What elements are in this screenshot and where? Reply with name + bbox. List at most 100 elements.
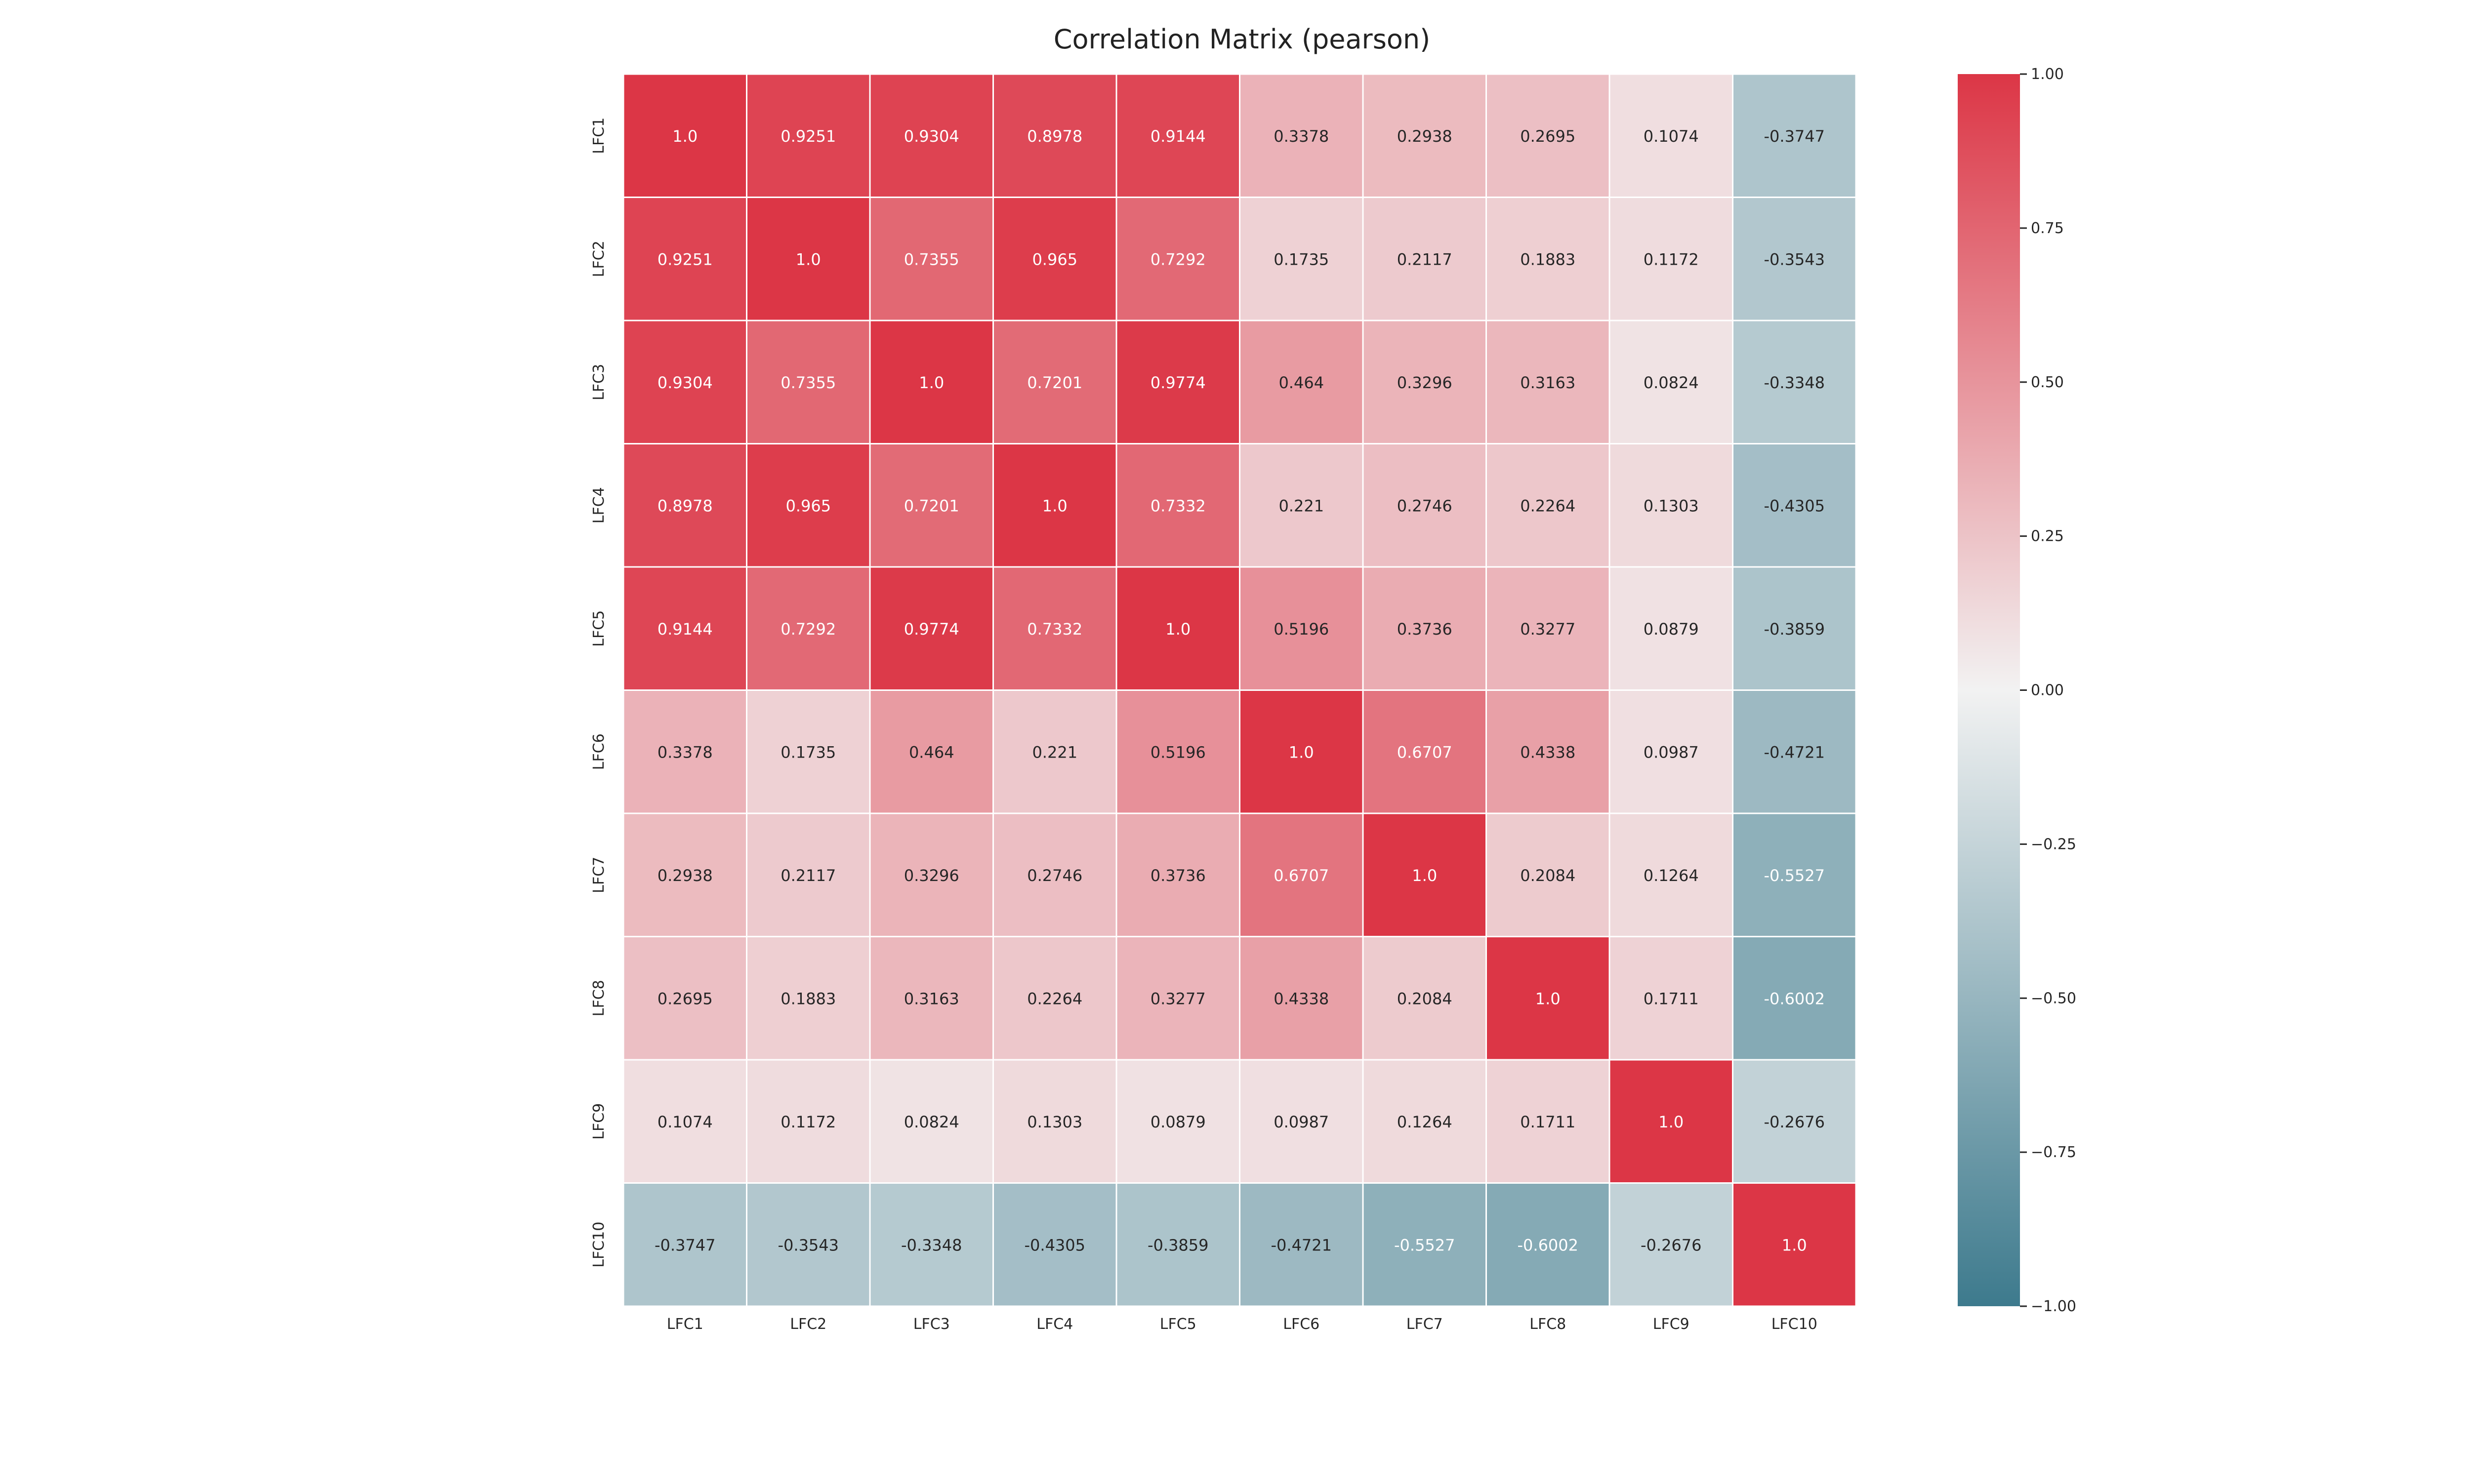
cell-value-label: 0.1735 — [1274, 250, 1329, 269]
heatmap-cell — [1608, 936, 1733, 1061]
cell-value-label: 0.7292 — [1151, 250, 1206, 269]
chart-title: Correlation Matrix (pearson) — [1054, 24, 1430, 55]
cell-value-label: 0.9144 — [658, 620, 713, 639]
heatmap-cell — [869, 1182, 994, 1307]
y-axis-tick-labels: LFC1 LFC2 LFC3 LFC4 LFC5 LFC6 LFC7 LFC8 LFC9 LFC1… — [590, 118, 608, 1268]
y-tick-label: LFC8 — [590, 980, 608, 1016]
cell-value-label: 0.2117 — [781, 866, 836, 885]
heatmap-cell — [1608, 443, 1733, 568]
cell-value-label: -0.3348 — [901, 1236, 962, 1254]
heatmap-cell — [622, 1182, 747, 1307]
heatmap-cell — [1362, 936, 1487, 1061]
cell-value-label: 0.9251 — [781, 127, 836, 146]
heatmap-cell — [1239, 936, 1364, 1061]
heatmap-cell — [1115, 566, 1240, 691]
heatmap-cell — [746, 1059, 871, 1184]
x-tick-label: LFC4 — [1036, 1316, 1073, 1333]
cell-value-label: 1.0 — [1658, 1113, 1684, 1131]
colorbar-gradient — [1958, 74, 2020, 1306]
cell-value-label: -0.3859 — [1148, 1236, 1209, 1254]
cell-value-label: -0.3543 — [1764, 250, 1825, 269]
heatmap-cell — [1362, 566, 1487, 691]
cell-value-label: 0.1264 — [1397, 1113, 1452, 1131]
heatmap-cell — [1239, 689, 1364, 814]
heatmap-cell — [992, 689, 1117, 814]
heatmap-cell — [746, 73, 871, 198]
cell-value-label: -0.6002 — [1517, 1236, 1578, 1254]
colorbar-tick-label: −0.50 — [2031, 990, 2076, 1007]
heatmap-cell — [1732, 197, 1857, 321]
heatmap-cell — [1239, 197, 1364, 321]
cell-value-label: -0.3543 — [778, 1236, 839, 1254]
heatmap-cell — [869, 689, 994, 814]
x-tick-label: LFC1 — [667, 1316, 703, 1333]
heatmap-cell — [1485, 320, 1610, 444]
cell-value-label: 0.1735 — [781, 743, 836, 762]
heatmap-cell — [1485, 443, 1610, 568]
cell-value-label: 0.7201 — [1027, 373, 1082, 392]
cell-value-label: 1.0 — [1782, 1236, 1807, 1254]
heatmap-cell — [1362, 812, 1487, 937]
heatmap-cell — [622, 1059, 747, 1184]
colorbar-tick-label: 0.75 — [2031, 220, 2064, 237]
cell-value-label: 1.0 — [1412, 866, 1437, 885]
cell-value-label: 0.3277 — [1520, 620, 1575, 639]
heatmap-cell — [992, 1182, 1117, 1307]
cell-value-label: 0.2264 — [1027, 989, 1082, 1008]
heatmap-cell — [869, 197, 994, 321]
cell-value-label: 0.3378 — [1274, 127, 1329, 146]
cell-value-label: 1.0 — [1165, 620, 1191, 639]
heatmap-cell — [869, 1059, 994, 1184]
heatmap-cell — [1732, 566, 1857, 691]
cell-value-label: 0.3296 — [904, 866, 959, 885]
y-tick-label: LFC5 — [590, 610, 608, 647]
x-tick-label: LFC6 — [1283, 1316, 1319, 1333]
y-tick-label: LFC2 — [590, 241, 608, 277]
cell-value-label: 0.4338 — [1274, 989, 1329, 1008]
heatmap-cell — [992, 73, 1117, 198]
heatmap-cell — [1239, 443, 1364, 568]
cell-value-label: 0.7355 — [781, 373, 836, 392]
cell-value-label: 0.1711 — [1520, 1113, 1575, 1131]
x-axis-tick-labels: LFC1 LFC2 LFC3 LFC4 LFC5 LFC6 LFC7 LFC8 LFC9 LFC1… — [667, 1316, 1817, 1333]
cell-value-label: -0.5527 — [1394, 1236, 1455, 1254]
cell-value-label: 0.2117 — [1397, 250, 1452, 269]
cell-value-label: 0.965 — [785, 496, 831, 515]
cell-value-label: 0.0987 — [1644, 743, 1699, 762]
x-tick-label: LFC3 — [913, 1316, 950, 1333]
x-tick-label: LFC10 — [1771, 1316, 1817, 1333]
cell-value-label: 0.1883 — [781, 989, 836, 1008]
cell-value-label: 1.0 — [672, 127, 698, 146]
heatmap-cell — [992, 936, 1117, 1061]
cell-value-label: -0.4721 — [1764, 743, 1825, 762]
heatmap-cell — [1732, 936, 1857, 1061]
cell-value-label: -0.3859 — [1764, 620, 1825, 639]
cell-value-label: 0.1303 — [1027, 1113, 1082, 1131]
cell-value-label: 0.9774 — [1151, 373, 1206, 392]
cell-value-label: -0.4721 — [1271, 1236, 1332, 1254]
cell-value-label: 0.2084 — [1397, 989, 1452, 1008]
heatmap-cell — [1362, 1059, 1487, 1184]
heatmap-cell — [746, 197, 871, 321]
cell-value-label: 0.2746 — [1397, 496, 1452, 515]
cell-value-label: 0.2938 — [1397, 127, 1452, 146]
heatmap-cell — [992, 197, 1117, 321]
heatmap-cell — [1732, 443, 1857, 568]
cell-value-label: 0.5196 — [1274, 620, 1329, 639]
heatmap-cell — [1362, 1182, 1487, 1307]
heatmap-cell — [1239, 812, 1364, 937]
heatmap-cell — [992, 1059, 1117, 1184]
cell-value-label: 1.0 — [1042, 496, 1068, 515]
heatmap-cell — [1732, 1182, 1857, 1307]
heatmap-cell — [1485, 812, 1610, 937]
heatmap-cell — [1239, 1182, 1364, 1307]
cell-value-label: 0.1711 — [1644, 989, 1699, 1008]
heatmap-cell — [1485, 73, 1610, 198]
cell-value-label: 0.6707 — [1397, 743, 1452, 762]
cell-value-label: 0.1883 — [1520, 250, 1575, 269]
cell-value-label: 0.3163 — [1520, 373, 1575, 392]
x-tick-label: LFC8 — [1529, 1316, 1566, 1333]
heatmap-cell — [1608, 812, 1733, 937]
cell-value-label: 0.221 — [1032, 743, 1077, 762]
